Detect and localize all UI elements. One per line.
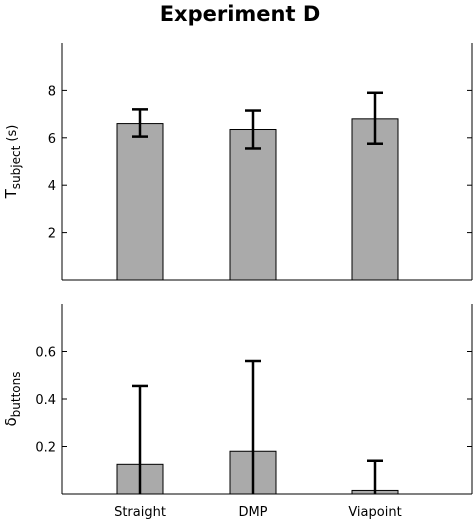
x-tick-label: Straight xyxy=(114,505,166,520)
y-tick-label: 0.4 xyxy=(35,393,56,408)
x-tick-label: Viapoint xyxy=(348,505,401,520)
y-tick-label: 2 xyxy=(48,227,56,242)
y-tick-label: 4 xyxy=(48,179,56,194)
top-panel: 2 4 6 8 Tsubject (s) xyxy=(2,43,473,281)
y-tick-label: 6 xyxy=(48,132,56,147)
bottom-panel: 0.2 0.4 0.6 δbuttons Straight DMP Viapoint xyxy=(2,304,473,520)
bar-viapoint xyxy=(351,118,399,281)
y-tick-label: 8 xyxy=(48,84,56,99)
bar-straight xyxy=(116,123,164,281)
chart-title: Experiment D xyxy=(160,2,321,26)
x-tick-label: DMP xyxy=(238,505,267,520)
y-tick-label: 0.2 xyxy=(35,441,56,456)
bar-dmp xyxy=(229,129,277,281)
y-axis-label: δbuttons xyxy=(2,371,23,426)
y-tick-label: 0.6 xyxy=(35,346,56,361)
y-axis-label: Tsubject (s) xyxy=(2,125,23,200)
